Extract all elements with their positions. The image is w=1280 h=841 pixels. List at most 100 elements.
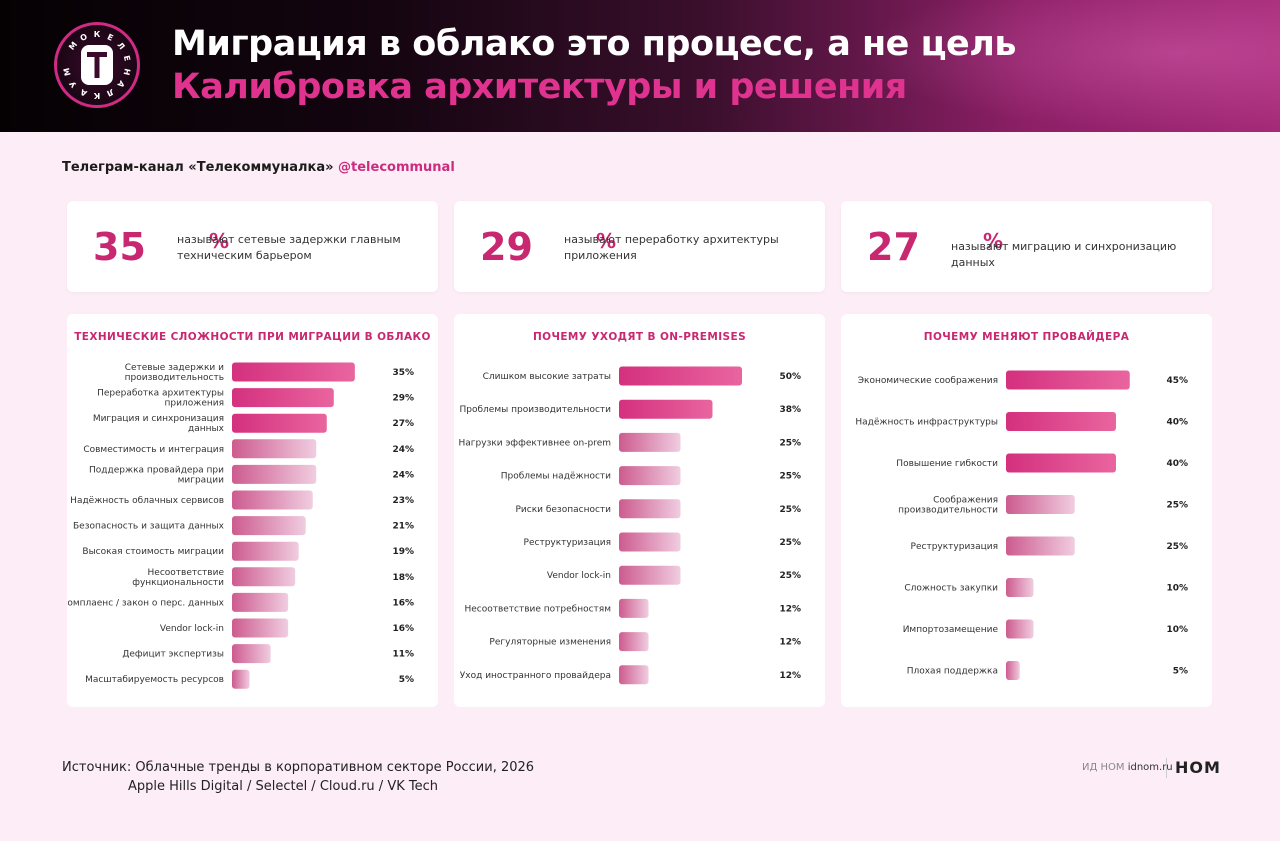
bar [1006,619,1034,639]
bar [232,439,317,459]
category-label: Поддержка провайдера при миграции [89,465,224,485]
logo-letter: Е [106,32,115,42]
chart-title: ПОЧЕМУ МЕНЯЮТ ПРОВАЙДЕРА [923,331,1130,343]
bar [619,466,681,486]
category-label: Проблемы надёжности [501,472,611,482]
value-label: 16% [392,624,414,634]
category-label: Надёжность облачных сервисов [70,496,224,506]
value-label: 29% [392,394,414,404]
category-label: Проблемы производительности [460,405,612,415]
value-label: 5% [399,675,414,685]
bar [1006,661,1020,680]
value-label: 10% [1166,625,1188,635]
chart-on-premises: Слишком высокие затраты 50% Проблемы произ… [459,366,801,685]
logo-letter: М [67,40,79,52]
channel-line: Телеграм-канал «Телекоммуналка» @telecom… [62,160,455,175]
header-glow [860,0,1280,132]
chart-card-tech-difficulties: ТЕХНИЧЕСКИЕ СЛОЖНОСТИ ПРИ МИГРАЦИИ В ОБЛ… [67,314,438,707]
bar [232,669,250,689]
publisher-prefix: ИД НОМ [1082,762,1125,773]
category-label: Реструктуризация [911,542,998,552]
logo-letter: Л [105,87,115,98]
bar [1006,495,1075,514]
category-label: Дефицит экспертизы [122,650,224,660]
bar [232,490,313,510]
bar [619,532,681,552]
logo-letter: К [93,91,100,100]
stat-unit: % [596,229,617,253]
nom-logo: НОМ [1175,758,1221,777]
bar [1006,453,1116,473]
stat-card-3: 27 % называют миграцию и синхронизацию д… [841,201,1212,292]
logo-letter: К [94,30,101,39]
value-label: 40% [1166,418,1188,428]
bar [232,592,289,612]
category-label: Реструктуризация [524,538,611,548]
category-label: Экономические соображения [858,376,998,386]
chart-title: ТЕХНИЧЕСКИЕ СЛОЖНОСТИ ПРИ МИГРАЦИИ В ОБЛ… [74,331,431,343]
value-label: 25% [1166,542,1188,552]
page-title: Миграция в облако это процесс, а не цель [172,24,1017,64]
bar [619,598,649,618]
stat-description: называют переработку архитектуры приложе… [564,233,779,262]
category-label: Надёжность инфраструктуры [855,418,998,428]
chart-title: ПОЧЕМУ УХОДЯТ В ON-PREMISES [532,331,747,343]
stat-unit: % [983,229,1004,253]
bar [232,388,334,408]
category-label: Импортозамещение [903,625,999,635]
stat-card-2: 29 % называют переработку архитектуры пр… [454,201,825,292]
value-label: 12% [779,604,801,614]
bar [619,565,681,585]
logo-letter: А [78,87,88,98]
category-label: Риски безопасности [515,505,611,515]
value-label: 24% [392,445,414,455]
value-label: 18% [392,573,414,583]
category-label: Переработка архитектуры приложения [97,389,224,409]
category-label: Vendor lock-in [160,624,224,634]
value-label: 25% [779,571,801,581]
category-label: Несоответствие потребностям [464,604,611,614]
bar [232,464,317,484]
value-label: 25% [779,438,801,448]
publisher-site-link[interactable]: idnom.ru [1127,762,1173,773]
value-label: 16% [392,598,414,608]
logo-letter: Е [122,55,132,62]
category-label: Повышение гибкости [896,459,998,469]
category-label: Безопасность и защита данных [73,522,225,532]
stat-value: 35 [93,225,146,269]
publisher-divider [1166,758,1167,778]
value-label: 19% [392,547,414,557]
bar [619,432,681,452]
value-label: 45% [1166,376,1188,386]
source-line: Источник: Облачные тренды в корпоративно… [62,760,535,775]
category-label: Регуляторные изменения [489,638,611,648]
stat-description: называют сетевые задержки главным технич… [177,233,401,262]
category-label: Совместимость и интеграция [83,445,224,455]
page-subtitle: Калибровка архитектуры и решения [172,67,907,107]
category-label: Сетевые задержки и производительность [125,363,224,383]
source-authors: Apple Hills Digital / Selectel / Cloud.r… [128,779,438,794]
channel-label: Телеграм-канал «Телекоммуналка» [62,160,334,175]
value-label: 12% [779,671,801,681]
category-label: Миграция и синхронизация данных [93,414,225,434]
channel-handle[interactable]: @telecommunal [338,160,455,175]
stat-value: 29 [480,225,533,269]
bar [1006,412,1116,431]
category-label: Несоответствие функциональности [132,568,224,588]
category-label: Комплаенс / закон о перс. данных [67,598,225,608]
bar [1006,370,1130,390]
value-label: 5% [1173,667,1188,677]
value-label: 40% [1166,459,1188,469]
bar [232,644,271,664]
logo-letter: Л [115,41,126,52]
value-label: 25% [779,505,801,515]
stat-unit: % [209,229,230,253]
value-label: 24% [392,470,414,480]
chart-card-on-premises: ПОЧЕМУ УХОДЯТ В ON-PREMISES Слишком высо… [454,314,825,707]
value-label: 35% [392,368,414,378]
bar [619,665,649,685]
category-label: Соображения производительности [898,496,998,516]
chart-card-provider-change: ПОЧЕМУ МЕНЯЮТ ПРОВАЙДЕРА Экономические с… [841,314,1212,707]
